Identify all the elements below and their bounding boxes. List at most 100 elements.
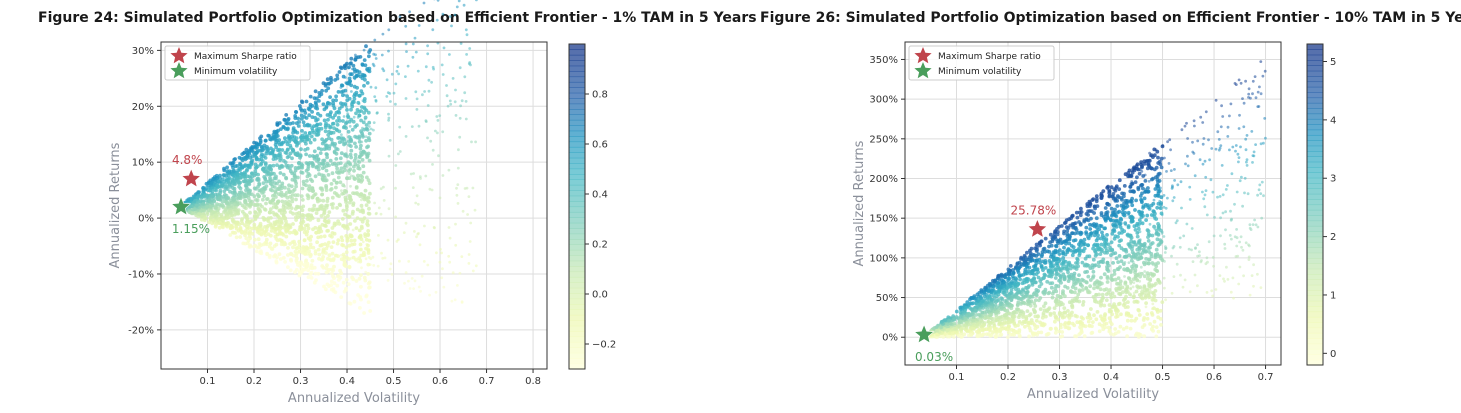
scatter-point bbox=[278, 224, 282, 229]
scatter-point bbox=[999, 324, 1004, 328]
scatter-point bbox=[330, 195, 335, 200]
scatter-point bbox=[213, 224, 218, 229]
colorbar-segment bbox=[569, 271, 585, 278]
scatter-point bbox=[206, 183, 211, 188]
scatter-point bbox=[309, 134, 314, 139]
scatter-point bbox=[323, 242, 328, 247]
scatter-point bbox=[344, 277, 349, 282]
min-volatility-annotation: 1.15% bbox=[172, 222, 210, 236]
scatter-point bbox=[1070, 253, 1075, 258]
scatter-point bbox=[1067, 241, 1072, 246]
scatter-point bbox=[320, 88, 324, 93]
scatter-point bbox=[1033, 298, 1038, 302]
scatter-point bbox=[1109, 253, 1113, 258]
scatter-point bbox=[1207, 240, 1211, 244]
scatter-point bbox=[238, 235, 243, 239]
scatter-point bbox=[1078, 230, 1083, 235]
scatter-point bbox=[394, 164, 398, 167]
scatter-point bbox=[1017, 320, 1022, 324]
scatter-point bbox=[1078, 213, 1083, 218]
scatter-point bbox=[264, 228, 269, 232]
legend-label-max-sharpe: Maximum Sharpe ratio bbox=[194, 52, 297, 62]
scatter-point bbox=[1058, 325, 1063, 330]
scatter-point bbox=[210, 186, 215, 191]
scatter-point bbox=[1026, 285, 1031, 290]
scatter-point bbox=[286, 117, 291, 121]
scatter-point bbox=[360, 208, 365, 213]
scatter-point bbox=[1113, 277, 1118, 282]
x-tick-label: 0.6 bbox=[432, 376, 448, 387]
min-volatility-star bbox=[170, 196, 192, 216]
scatter-point bbox=[312, 203, 317, 208]
scatter-point bbox=[359, 203, 364, 208]
scatter-point bbox=[382, 69, 386, 73]
scatter-point bbox=[267, 210, 272, 215]
scatter-point bbox=[334, 185, 338, 190]
scatter-point bbox=[426, 52, 430, 56]
scatter-point bbox=[297, 270, 302, 274]
colorbar-segment bbox=[569, 276, 585, 283]
scatter-point bbox=[970, 308, 975, 313]
scatter-point bbox=[385, 95, 389, 98]
scatter-point bbox=[434, 290, 438, 294]
scatter-point bbox=[349, 148, 354, 153]
scatter-point bbox=[340, 238, 345, 243]
scatter-point bbox=[1192, 152, 1196, 155]
scatter-point bbox=[290, 156, 294, 161]
scatter-point bbox=[445, 84, 448, 87]
scatter-point bbox=[259, 134, 264, 139]
scatter-point bbox=[389, 100, 392, 103]
scatter-point bbox=[998, 333, 1002, 338]
scatter-point bbox=[276, 153, 281, 158]
scatter-point bbox=[451, 77, 455, 80]
scatter-point bbox=[1205, 256, 1209, 260]
scatter-point bbox=[275, 255, 279, 260]
scatter-point bbox=[228, 189, 232, 194]
scatter-point bbox=[288, 194, 293, 199]
scatter-point bbox=[1154, 148, 1158, 152]
scatter-point bbox=[1021, 287, 1025, 292]
scatter-point bbox=[1179, 273, 1182, 277]
scatter-point bbox=[368, 263, 372, 266]
scatter-point bbox=[228, 198, 233, 203]
scatter-point bbox=[1146, 229, 1151, 234]
scatter-point bbox=[263, 225, 267, 229]
scatter-point bbox=[1095, 310, 1100, 314]
scatter-point bbox=[1228, 234, 1232, 237]
scatter-point bbox=[982, 294, 987, 299]
scatter-point bbox=[1050, 295, 1055, 300]
scatter-point bbox=[254, 249, 259, 254]
scatter-point bbox=[1188, 198, 1192, 201]
scatter-point bbox=[460, 255, 464, 258]
scatter-point bbox=[1104, 292, 1109, 297]
colorbar-segment bbox=[569, 233, 585, 240]
scatter-point bbox=[1121, 327, 1126, 331]
scatter-point bbox=[1235, 244, 1239, 248]
scatter-point bbox=[386, 238, 390, 242]
scatter-point bbox=[1120, 227, 1124, 232]
scatter-point bbox=[952, 321, 957, 326]
scatter-point bbox=[1062, 245, 1066, 250]
scatter-point bbox=[361, 134, 365, 139]
colorbar-tick-label: 0.0 bbox=[592, 290, 608, 301]
scatter-point bbox=[1066, 279, 1071, 283]
scatter-point bbox=[344, 197, 348, 202]
scatter-point bbox=[308, 140, 313, 145]
x-tick-label: 0.7 bbox=[479, 376, 495, 387]
scatter-point bbox=[304, 99, 309, 104]
scatter-point bbox=[1096, 233, 1100, 238]
scatter-point bbox=[205, 193, 210, 198]
scatter-point bbox=[347, 243, 352, 248]
scatter-point bbox=[1125, 289, 1130, 294]
scatter-point bbox=[1027, 313, 1032, 318]
scatter-point bbox=[341, 208, 346, 213]
scatter-point bbox=[321, 158, 325, 163]
scatter-point bbox=[315, 106, 320, 111]
scatter-point bbox=[346, 129, 351, 134]
scatter-point bbox=[1128, 185, 1133, 189]
scatter-point bbox=[1256, 193, 1259, 197]
scatter-point bbox=[274, 260, 279, 265]
scatter-point bbox=[300, 218, 305, 223]
scatter-point bbox=[1162, 235, 1166, 238]
scatter-point bbox=[240, 217, 245, 221]
